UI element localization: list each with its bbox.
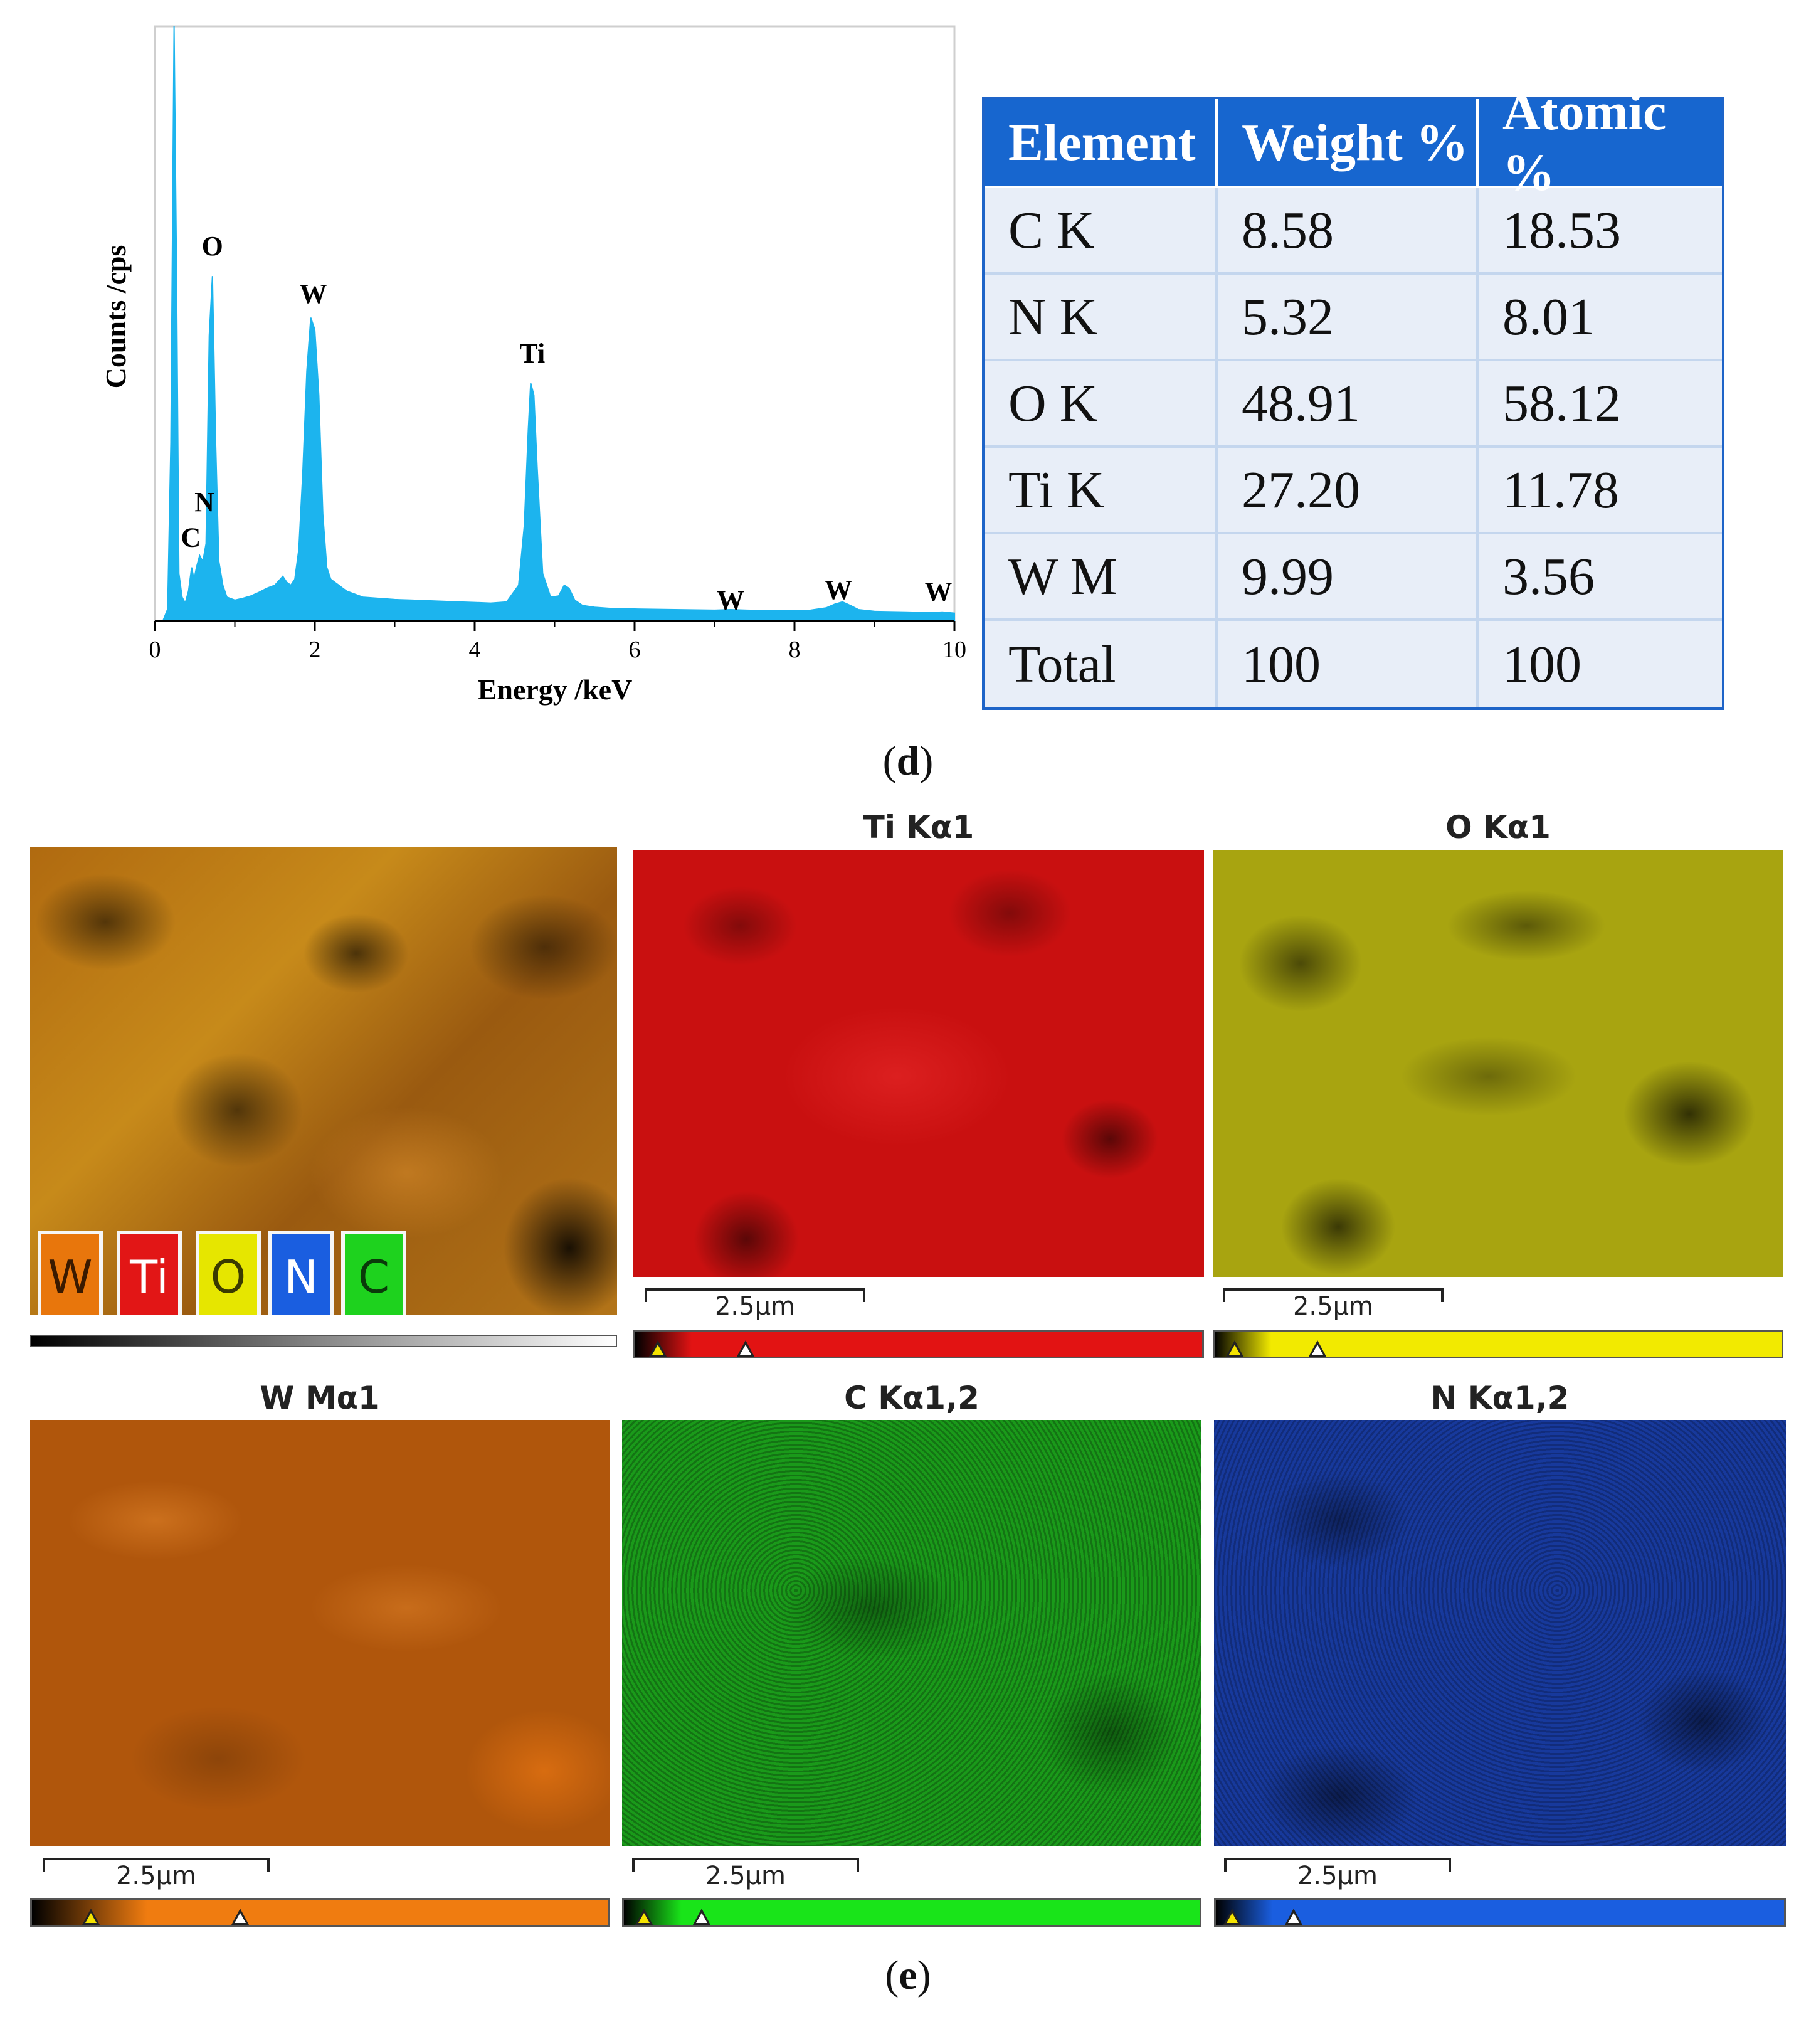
panel-label-e: (e) <box>885 1952 931 1998</box>
o-intensity-bar <box>1213 1330 1783 1358</box>
header-element: Element <box>985 99 1218 188</box>
table-cell: 5.32 <box>1218 275 1479 361</box>
n-intensity-bar <box>1214 1898 1786 1927</box>
table-cell: 8.58 <box>1218 188 1479 275</box>
ti-intensity-bar <box>633 1330 1204 1358</box>
marker-white[interactable] <box>737 1340 754 1357</box>
map-title-ti: Ti Kα1 <box>863 809 974 845</box>
peak-label: C <box>181 522 201 553</box>
scale-label-ti: 2.5μm <box>714 1292 796 1321</box>
marker-white[interactable] <box>1285 1909 1302 1925</box>
scale-bar <box>1224 1858 1451 1872</box>
element-composition-table: Element Weight % Atomic % C K 8.58 18.53… <box>982 83 1724 710</box>
x-tick-label: 6 <box>629 637 641 663</box>
peak-label: N <box>194 487 214 517</box>
marker-white[interactable] <box>693 1909 710 1925</box>
marker-yellow[interactable] <box>649 1340 667 1357</box>
peak-label: O <box>202 231 223 262</box>
table-cell-total: 100 <box>1502 635 1581 694</box>
table-cell-total: 100 <box>1218 621 1479 707</box>
peak-label: Ti <box>519 338 545 369</box>
map-title-w: W Mα1 <box>260 1380 380 1416</box>
table-cell: 58.12 <box>1479 361 1722 448</box>
eds-spectrum-chart: 0 2 4 6 8 10 CN O W Ti W W W Energy /keV Counts /cp… <box>100 25 966 706</box>
table-cell: 3.56 <box>1479 534 1722 621</box>
table-cell: C K <box>985 188 1218 275</box>
spectrum-series <box>155 26 955 622</box>
peak-label: W <box>717 585 744 615</box>
legend-n: N <box>268 1231 334 1315</box>
legend-c: C <box>341 1231 406 1315</box>
scale-bar <box>1223 1288 1444 1302</box>
marker-yellow[interactable] <box>1226 1340 1243 1357</box>
w-intensity-bar <box>30 1898 610 1927</box>
scale-bar <box>645 1288 865 1302</box>
table-cell: W M <box>985 534 1218 621</box>
table-cell: 8.01 <box>1479 275 1722 361</box>
x-tick-label: 2 <box>309 637 321 663</box>
y-axis-label: Counts /cps <box>100 245 132 389</box>
table-cell: 27.20 <box>1218 448 1479 534</box>
legend-w: W <box>38 1231 103 1315</box>
n-map <box>1214 1420 1786 1846</box>
peak-label: W <box>299 278 327 309</box>
composite-overlay-map: W Ti O N C <box>30 847 617 1315</box>
marker-yellow[interactable] <box>82 1909 100 1925</box>
table-cell: 11.78 <box>1479 448 1722 534</box>
peak-label: W <box>925 576 953 607</box>
x-tick-group: 0 2 4 6 8 10 <box>149 621 966 663</box>
w-map <box>30 1420 610 1846</box>
table-cell: 48.91 <box>1218 361 1479 448</box>
scale-label-n: 2.5μm <box>1297 1861 1378 1890</box>
scale-label-w: 2.5μm <box>115 1861 197 1890</box>
x-tick-label: 8 <box>789 637 801 663</box>
map-title-o: O Kα1 <box>1445 809 1551 845</box>
ti-map <box>633 850 1204 1277</box>
marker-yellow[interactable] <box>635 1909 653 1925</box>
marker-yellow[interactable] <box>1223 1909 1241 1925</box>
c-map <box>622 1420 1201 1846</box>
x-tick-label: 0 <box>149 637 161 663</box>
header-weight: Weight % <box>1218 99 1479 188</box>
scale-label-o: 2.5μm <box>1292 1292 1374 1321</box>
table-cell: 9.99 <box>1218 534 1479 621</box>
table-cell: N K <box>985 275 1218 361</box>
scale-bar <box>43 1858 270 1872</box>
c-intensity-bar <box>622 1898 1201 1927</box>
table-cell: 18.53 <box>1479 188 1722 275</box>
peak-label: W <box>825 575 852 605</box>
x-tick-label: 4 <box>469 637 481 663</box>
composite-intensity-bar <box>30 1335 617 1347</box>
scale-bar <box>632 1858 859 1872</box>
legend-ti: Ti <box>117 1231 182 1315</box>
x-axis-label: Energy /keV <box>478 674 633 706</box>
map-title-c: C Kα1,2 <box>844 1380 979 1416</box>
marker-white[interactable] <box>231 1909 249 1925</box>
x-tick-label: 10 <box>942 637 966 663</box>
plot-frame <box>154 25 956 622</box>
map-title-n: N Kα1,2 <box>1430 1380 1570 1416</box>
peak-label-group: CN O W Ti W W W <box>181 231 952 615</box>
header-atomic: Atomic % <box>1479 83 1722 202</box>
table-cell: O K <box>985 361 1218 448</box>
scale-label-c: 2.5μm <box>705 1861 786 1890</box>
panel-label-d: (d) <box>882 738 934 784</box>
table-cell-total: Total <box>985 621 1218 707</box>
marker-white[interactable] <box>1309 1340 1326 1357</box>
o-map <box>1213 850 1783 1277</box>
table-cell: Ti K <box>985 448 1218 534</box>
legend-o: O <box>196 1231 261 1315</box>
